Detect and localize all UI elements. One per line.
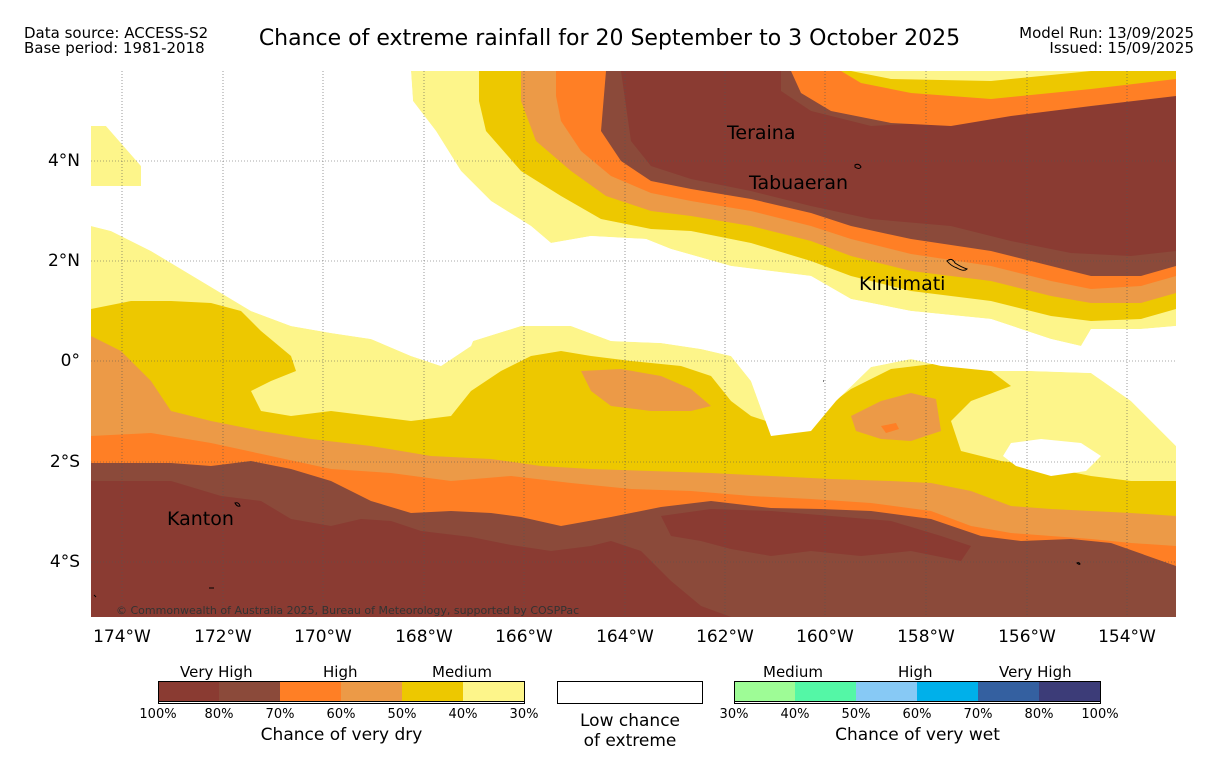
legend-wet-tick: 30% bbox=[719, 707, 749, 722]
model-run-text: Model Run: 13/09/2025 bbox=[1019, 24, 1194, 42]
legend-wet-swatch-1 bbox=[734, 681, 795, 702]
legend-low-swatch bbox=[557, 681, 703, 704]
lat-label-2n: 2°N bbox=[47, 251, 80, 271]
map-title: Chance of extreme rainfall for 20 Septem… bbox=[258, 26, 961, 51]
place-label-tabuaeran: Tabuaeran bbox=[748, 172, 848, 194]
graticule bbox=[91, 71, 1176, 617]
legend-dry-tick: 100% bbox=[139, 707, 177, 722]
legend-low-line1: Low chance bbox=[580, 711, 680, 731]
rainfall-map: Teraina Tabuaeran Kiritimati Kanton © Co… bbox=[91, 71, 1176, 617]
east-high-core bbox=[881, 423, 899, 433]
lat-label-4n: 4°N bbox=[47, 151, 80, 171]
north-top-light bbox=[851, 71, 1091, 81]
legend-dry-tick: 70% bbox=[265, 707, 295, 722]
legend-dry-cat-very-high: Very High bbox=[180, 663, 253, 681]
lon-label-160w: 160°W bbox=[796, 627, 854, 647]
legend-wet-tick: 60% bbox=[902, 707, 932, 722]
lon-label-166w: 166°W bbox=[495, 627, 553, 647]
north-band-extreme bbox=[621, 71, 1176, 256]
legend-dry-tick: 50% bbox=[387, 707, 417, 722]
place-label-teraina: Teraina bbox=[726, 122, 796, 144]
central-high-patch bbox=[581, 369, 711, 411]
legend-dry-swatch-6 bbox=[463, 681, 524, 702]
lat-label-4s: 4°S bbox=[49, 552, 80, 572]
legend-wet-swatch-2 bbox=[795, 681, 856, 702]
legend-dry-swatch-1 bbox=[158, 681, 219, 702]
legend-dry-tick: 80% bbox=[204, 707, 234, 722]
legend-wet-cat-very-high: Very High bbox=[999, 663, 1072, 681]
legend-dry-title: Chance of very dry bbox=[260, 725, 423, 745]
lon-label-158w: 158°W bbox=[897, 627, 955, 647]
south-east-extreme bbox=[661, 509, 971, 561]
kiritimati-island bbox=[946, 258, 968, 271]
legend-dry-swatch-3 bbox=[280, 681, 341, 702]
lat-label-2s: 2°S bbox=[49, 452, 80, 472]
legend-dry-swatch-2 bbox=[219, 681, 280, 702]
lon-label-168w: 168°W bbox=[395, 627, 453, 647]
legend-wet-tick: 40% bbox=[780, 707, 810, 722]
legend-wet-swatch-6 bbox=[1039, 681, 1100, 702]
lon-label-172w: 172°W bbox=[194, 627, 252, 647]
legend-dry-tick: 40% bbox=[448, 707, 478, 722]
copyright-notice: © Commonwealth of Australia 2025, Bureau… bbox=[116, 604, 579, 617]
rainfall-map-svg: Teraina Tabuaeran Kiritimati Kanton © Co… bbox=[91, 71, 1176, 617]
legend-dry-cat-medium: Medium bbox=[432, 663, 492, 681]
small-island-4 bbox=[93, 594, 97, 598]
legend-dry-swatch-4 bbox=[341, 681, 402, 702]
tabuaeran-island bbox=[854, 163, 862, 169]
issued-text: Issued: 15/09/2025 bbox=[1049, 39, 1194, 57]
south-white-pocket bbox=[1003, 439, 1101, 476]
legend-dry-tick: 60% bbox=[326, 707, 356, 722]
kanton-island bbox=[234, 502, 241, 507]
legend-dry-swatch-5 bbox=[402, 681, 463, 702]
legend-wet-cat-medium: Medium bbox=[763, 663, 823, 681]
data-source-text: Data source: ACCESS-S2 bbox=[24, 24, 209, 42]
east-high-patch bbox=[851, 393, 941, 441]
legend-wet-swatch-5 bbox=[978, 681, 1039, 702]
legend-dry-tick: 30% bbox=[509, 707, 539, 722]
lon-label-174w: 174°W bbox=[93, 627, 151, 647]
lon-label-154w: 154°W bbox=[1098, 627, 1156, 647]
lon-label-164w: 164°W bbox=[596, 627, 654, 647]
island-outlines bbox=[93, 163, 1081, 598]
legend-wet-title: Chance of very wet bbox=[835, 725, 1000, 745]
legend-wet-swatch-4 bbox=[917, 681, 978, 702]
legend-dry-cat-high: High bbox=[323, 663, 358, 681]
low-chance-equator bbox=[91, 71, 1176, 446]
legend-wet-cat-high: High bbox=[898, 663, 933, 681]
northwest-patch bbox=[91, 126, 141, 186]
legend-low-line2: of extreme bbox=[583, 731, 677, 751]
legend-wet-tick: 70% bbox=[963, 707, 993, 722]
lat-label-0: 0° bbox=[60, 351, 80, 371]
place-label-kiritimati: Kiritimati bbox=[859, 273, 945, 295]
legend-wet-swatch-3 bbox=[856, 681, 917, 702]
base-period-text: Base period: 1981-2018 bbox=[24, 39, 205, 57]
legend-wet-tick: 100% bbox=[1081, 707, 1119, 722]
lon-label-162w: 162°W bbox=[696, 627, 754, 647]
place-label-kanton: Kanton bbox=[167, 508, 234, 530]
legend-wet-tick: 50% bbox=[841, 707, 871, 722]
small-island-2 bbox=[1076, 562, 1081, 565]
legend-wet-tick: 80% bbox=[1024, 707, 1054, 722]
south-band-extreme bbox=[91, 481, 731, 617]
lon-label-156w: 156°W bbox=[998, 627, 1056, 647]
lon-label-170w: 170°W bbox=[294, 627, 352, 647]
